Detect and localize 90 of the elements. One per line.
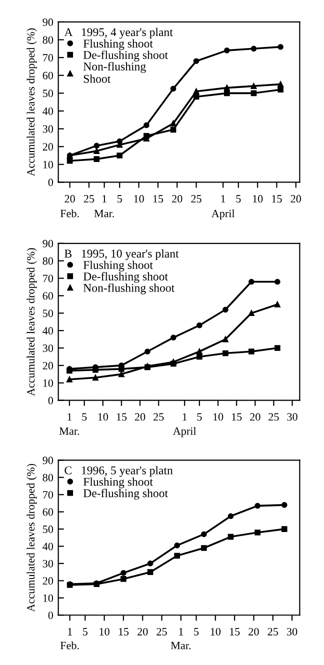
- legend-title: B 1995, 10 year's plant: [64, 249, 179, 260]
- text: Feb.: [60, 209, 79, 218]
- text: Mar.: [170, 642, 191, 650]
- x-tick-label: 10: [210, 628, 221, 636]
- x-tick-label: 25: [268, 413, 279, 421]
- x-tick-label: 5: [82, 413, 87, 421]
- x-tick-label: 15: [232, 413, 242, 421]
- x-tick-label: 30: [287, 628, 298, 636]
- x-tick-label: 15: [272, 195, 282, 203]
- y-tick-label: 50: [42, 90, 54, 98]
- x-tick-label: 5: [194, 628, 199, 636]
- x-tick-label: 1: [68, 628, 72, 636]
- y-tick-label: 40: [42, 107, 54, 115]
- legend-label: Flushing shoot: [83, 477, 153, 488]
- y-tick-label: 0: [48, 612, 54, 620]
- y-tick-label: 40: [42, 542, 54, 550]
- x-tick-label: 20: [138, 628, 148, 636]
- x-tick-label: 10: [252, 195, 263, 203]
- x-tick-label: 30: [287, 413, 298, 421]
- x-tick-label: 15: [116, 413, 127, 421]
- legend-label: De-flushing shoot: [83, 272, 168, 283]
- x-tick-label: 20: [134, 413, 146, 421]
- y-tick-label: 30: [42, 125, 54, 133]
- y-tick-label: 90: [42, 456, 54, 464]
- legend-title: C 1996, 5 year's platn: [64, 466, 173, 477]
- y-tick-label: 20: [42, 577, 54, 585]
- y-tick-label: 10: [43, 379, 54, 387]
- x-tick-label: 15: [153, 195, 164, 203]
- y-tick-label: 80: [42, 257, 54, 265]
- legend-label: Non-flushing Shoot: [83, 62, 146, 83]
- y-tick-label: 40: [42, 327, 54, 335]
- y-tick-label: 50: [42, 526, 54, 534]
- x-tick-label: 1: [102, 195, 106, 202]
- y-tick-label: 50: [42, 310, 54, 318]
- x-tick-label: 10: [100, 628, 110, 636]
- y-tick-label: 20: [42, 362, 54, 370]
- y-tick-label: 10: [43, 594, 54, 602]
- y-axis-title: Accumulated leaves dropped (%): [26, 248, 37, 396]
- x-tick-label: 10: [213, 413, 224, 421]
- x-tick-label: 15: [230, 628, 240, 636]
- text: April: [172, 427, 196, 438]
- x-tick-label: 1: [221, 195, 226, 202]
- x-tick-label: 1: [68, 413, 72, 421]
- legend-label: De-flushing shoot: [83, 488, 168, 500]
- x-tick-label: 1: [182, 413, 187, 421]
- x-tick-label: 5: [197, 413, 202, 421]
- x-tick-label: 20: [248, 628, 259, 636]
- legend-label: Non-flushing shoot: [83, 283, 175, 294]
- x-tick-label: 25: [191, 195, 202, 203]
- y-tick-label: 0: [48, 396, 54, 404]
- y-tick-label: 90: [42, 240, 54, 248]
- x-tick-label: 10: [98, 413, 108, 421]
- y-tick-label: 30: [42, 344, 54, 352]
- x-tick-label: 1: [179, 628, 184, 636]
- y-tick-label: 30: [42, 560, 54, 568]
- x-tick-label: 20: [64, 195, 75, 203]
- y-tick-label: 90: [42, 18, 54, 26]
- y-axis-title: Accumulated leaves dropped (%): [26, 464, 37, 612]
- legend-label: Flushing shoot: [83, 39, 153, 50]
- y-tick-label: 80: [42, 36, 54, 44]
- y-tick-label: 60: [42, 508, 54, 516]
- x-tick-label: 15: [118, 628, 129, 636]
- y-tick-label: 20: [42, 143, 54, 151]
- x-tick-label: 25: [84, 195, 94, 203]
- x-tick-label: 5: [83, 628, 88, 636]
- legend-label: De-flushing shoot: [83, 50, 168, 62]
- x-tick-label: 20: [172, 195, 182, 203]
- y-tick-label: 0: [48, 178, 54, 186]
- text: Mar.: [59, 427, 80, 435]
- y-tick-label: 80: [42, 474, 54, 482]
- x-tick-label: 5: [117, 195, 122, 203]
- text: April: [211, 209, 235, 220]
- y-axis-title: Accumulated leaves dropped (%): [26, 28, 37, 176]
- y-tick-label: 60: [42, 72, 54, 80]
- y-tick-label: 10: [43, 160, 54, 168]
- x-tick-label: 10: [134, 195, 144, 203]
- x-tick-label: 25: [268, 628, 278, 636]
- x-tick-label: 5: [236, 195, 241, 203]
- y-tick-label: 60: [42, 292, 54, 300]
- text: Feb.: [60, 641, 79, 650]
- legend-title: A 1995, 4 year's plant: [64, 28, 173, 39]
- text: Mar.: [94, 210, 114, 218]
- x-tick-label: 20: [290, 195, 301, 203]
- y-tick-label: 70: [43, 274, 54, 282]
- y-tick-label: 70: [43, 54, 54, 62]
- y-tick-label: 70: [43, 491, 54, 499]
- x-tick-label: 25: [156, 628, 167, 636]
- legend-label: Flushing shoot: [83, 260, 153, 272]
- x-tick-label: 25: [154, 413, 164, 421]
- x-tick-label: 20: [250, 413, 260, 421]
